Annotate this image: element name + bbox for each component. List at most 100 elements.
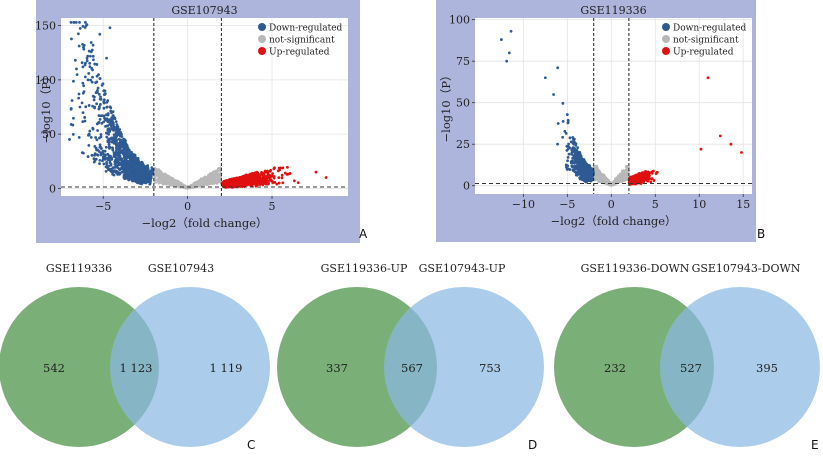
volcano-a-point-down-regulated [127, 165, 131, 169]
volcano-b-point-up-regulated [644, 171, 648, 174]
volcano-a-point-down-regulated [83, 116, 87, 119]
volcano-b-point-down-regulated [575, 170, 579, 174]
volcano-a-point-down-regulated [96, 89, 99, 92]
volcano-a-point-down-regulated [71, 133, 75, 136]
volcano-a-point-up-regulated [224, 183, 227, 187]
volcano-a-point-down-regulated [116, 125, 120, 129]
volcano-a-point-up-regulated [254, 174, 258, 178]
volcano-b-ytick-label: 100 [449, 14, 470, 27]
volcano-a-point-down-regulated [83, 119, 87, 123]
volcano-b-point-up-regulated [641, 180, 645, 184]
volcano-b-point-up-regulated [631, 178, 634, 182]
volcano-a-point-down-regulated [76, 32, 80, 36]
venn-c-circle-left [0, 287, 159, 447]
volcano-b-xlabel: −log2（fold change） [550, 214, 676, 228]
volcano-a-point-down-regulated [91, 104, 95, 108]
volcano-a-point-up-regulated [296, 181, 300, 185]
volcano-a-point-up-regulated [263, 177, 267, 181]
venn-e-chart: GSE119336-DOWN GSE107943-DOWN 232 527 395 E [554, 262, 820, 452]
volcano-a-point-up-regulated [229, 178, 233, 182]
volcano-a-point-down-regulated [146, 174, 149, 178]
volcano-b-point-down-regulated [576, 153, 580, 157]
volcano-b-point-not-significant [622, 179, 625, 182]
volcano-a-point-down-regulated [95, 63, 99, 66]
volcano-b-point-up-regulated [650, 171, 654, 175]
volcano-a-point-not-significant [217, 180, 221, 184]
volcano-a-point-up-regulated [269, 168, 273, 172]
volcano-a-point-not-significant [167, 178, 170, 181]
volcano-a-point-up-regulated [242, 177, 246, 181]
volcano-a-point-down-regulated [98, 145, 102, 149]
volcano-a-points [68, 20, 328, 190]
volcano-a-point-down-regulated [101, 82, 105, 86]
volcano-a-point-up-regulated [265, 179, 269, 183]
volcano-b-point-up-regulated [718, 134, 722, 138]
volcano-a-point-down-regulated [110, 136, 114, 140]
volcano-a-point-down-regulated [109, 154, 112, 158]
volcano-b-legend-label: not-significant [673, 36, 739, 46]
volcano-a-point-up-regulated [250, 181, 253, 185]
volcano-a-point-not-significant [205, 183, 209, 187]
volcano-b-point-down-regulated [587, 176, 591, 180]
volcano-a-point-down-regulated [91, 126, 95, 130]
volcano-b-xtick-label: −10 [512, 198, 535, 211]
volcano-a-point-down-regulated [80, 101, 84, 105]
venn-e-count-overlap: 527 [680, 361, 702, 375]
volcano-a-point-up-regulated [254, 172, 257, 175]
venn-d-count-overlap: 567 [401, 361, 423, 375]
venn-c-count-right-only: 1 119 [210, 361, 243, 375]
volcano-b-point-down-regulated [565, 113, 569, 116]
volcano-a-point-down-regulated [97, 114, 101, 117]
volcano-b-point-down-regulated [561, 101, 565, 105]
volcano-a-point-up-regulated [281, 166, 285, 170]
volcano-a-point-up-regulated [268, 175, 271, 179]
volcano-a-point-down-regulated [107, 118, 111, 122]
volcano-a-point-down-regulated [134, 164, 138, 167]
volcano-b-point-down-regulated [587, 164, 590, 167]
volcano-a-xtick-label: −5 [95, 200, 111, 213]
volcano-a-point-down-regulated [112, 125, 116, 129]
volcano-b-point-not-significant [624, 178, 628, 182]
volcano-a-point-down-regulated [142, 171, 145, 175]
venn-c-chart: GSE119336 GSE107943 542 1 123 1 119 C [0, 262, 270, 452]
volcano-b-point-up-regulated [740, 151, 743, 154]
volcano-a-point-down-regulated [116, 153, 120, 156]
volcano-a-point-down-regulated [98, 105, 101, 109]
volcano-b-point-not-significant [594, 177, 598, 181]
volcano-a-xtick-label: 0 [184, 200, 191, 213]
volcano-a-point-down-regulated [106, 152, 110, 156]
volcano-a-point-down-regulated [87, 132, 91, 136]
volcano-b-point-down-regulated [566, 121, 570, 125]
volcano-a-point-up-regulated [257, 173, 261, 176]
volcano-b-point-not-significant [615, 179, 618, 183]
volcano-a-point-down-regulated [114, 135, 117, 139]
volcano-b-legend-marker [662, 47, 670, 55]
volcano-a-point-down-regulated [82, 84, 86, 88]
volcano-a-point-down-regulated [99, 102, 102, 106]
volcano-a-point-down-regulated [117, 142, 121, 145]
volcano-a-point-down-regulated [113, 162, 117, 166]
volcano-a-point-down-regulated [75, 73, 79, 77]
volcano-a-point-down-regulated [114, 120, 118, 124]
volcano-b-point-not-significant [615, 177, 618, 181]
volcano-a-point-up-regulated [277, 181, 281, 185]
volcano-a-point-down-regulated [108, 130, 112, 133]
volcano-b-point-not-significant [619, 173, 622, 177]
volcano-a-ytick-label: 150 [35, 20, 56, 33]
volcano-a-point-down-regulated [127, 153, 131, 157]
volcano-a-ylabel: −log10（P） [39, 71, 53, 144]
volcano-a-point-down-regulated [105, 105, 109, 109]
volcano-a-title: GSE107943 [171, 4, 237, 17]
volcano-a-point-down-regulated [77, 96, 81, 100]
volcano-a-point-down-regulated [101, 155, 105, 159]
volcano-b-point-up-regulated [641, 176, 645, 179]
volcano-a-point-down-regulated [131, 179, 134, 183]
volcano-a-point-not-significant [163, 174, 167, 178]
volcano-b-point-up-regulated [729, 142, 733, 146]
volcano-a-point-not-significant [204, 177, 208, 181]
venn-c-count-overlap: 1 123 [120, 361, 153, 375]
volcano-b-point-down-regulated [570, 152, 574, 156]
venn-d-chart: GSE119336-UP GSE107943-UP 337 567 753 D [277, 262, 544, 452]
volcano-b-point-down-regulated [507, 51, 511, 55]
volcano-a-point-up-regulated [272, 175, 276, 178]
